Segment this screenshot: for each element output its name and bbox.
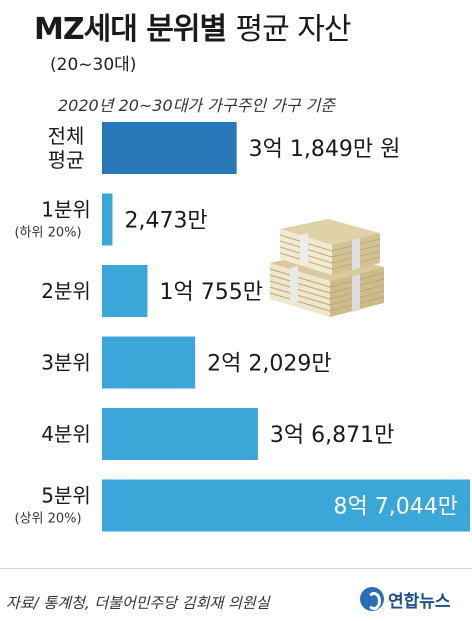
chart-subtitle: (20~30대): [50, 55, 137, 75]
value-label-5: 8억 7,044만: [334, 495, 458, 520]
title-light: 평균 자산: [235, 12, 352, 47]
value-label-2: 1억 755만: [159, 280, 262, 305]
value-label-0: 3억 1,849만 원: [249, 137, 401, 162]
title-bold: MZ세대 분위별: [34, 12, 227, 47]
bar-5: [102, 479, 470, 532]
value-label-3: 2억 2,029만: [207, 352, 331, 377]
category-sublabel-5: (상위 20%): [14, 512, 81, 527]
footer-divider: [0, 568, 472, 569]
category-label-2-0: 2분위: [41, 279, 91, 303]
money-stack-icon: [269, 219, 385, 317]
category-label-0-1: 평균: [48, 148, 85, 172]
category-label-5-0: 5분위: [41, 484, 91, 508]
bar-0: [102, 122, 237, 174]
bar-3: [102, 336, 196, 389]
logo-mark-icon: [360, 587, 384, 611]
category-label-4-0: 4분위: [41, 422, 91, 446]
category-label-0-0: 전체: [48, 124, 85, 148]
logo-text: 연합뉴스: [388, 591, 451, 612]
bar-1: [102, 193, 113, 246]
bar-4: [102, 408, 258, 460]
value-label-4: 3억 6,871만: [270, 423, 394, 448]
category-label-1-0: 1분위: [41, 198, 91, 222]
source-note: 자료/ 통계청, 더불어민주당 김회재 의원실: [6, 594, 270, 612]
bar-2: [102, 265, 148, 317]
publisher-logo: 연합뉴스: [360, 586, 451, 612]
value-label-1: 2,473만: [124, 209, 207, 234]
chart-title: MZ세대 분위별 평균 자산: [34, 4, 352, 48]
category-sublabel-1: (하위 20%): [14, 226, 81, 241]
category-label-3-0: 3분위: [41, 351, 91, 375]
chart-note: 2020년 20~30대가 가구주인 가구 기준: [58, 96, 336, 115]
